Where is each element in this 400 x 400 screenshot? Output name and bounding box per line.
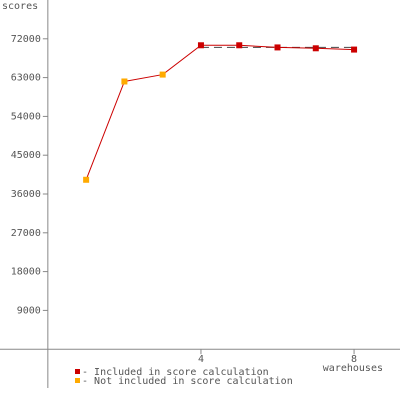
legend-marker: -: [82, 367, 94, 378]
data-point: [351, 46, 358, 53]
legend-label: - Included in score calculation: [82, 367, 269, 378]
x-axis-label: warehouses: [323, 363, 383, 374]
data-point: [159, 71, 166, 78]
legend-name: Not included in score calculation: [94, 376, 293, 387]
data-point: [274, 44, 281, 51]
y-tick-label: 36000: [11, 189, 41, 200]
y-tick-label: 27000: [11, 228, 41, 239]
data-point: [236, 42, 243, 49]
y-tick-label: 63000: [11, 73, 41, 84]
x-tick-label: 8: [351, 354, 357, 365]
y-tick-label: 45000: [11, 150, 41, 161]
legend-label: - Not included in score calculation: [82, 376, 293, 387]
data-point: [312, 45, 319, 52]
data-line: [85, 44, 355, 180]
x-tick-label: 4: [198, 354, 204, 365]
y-tick-label: 18000: [11, 267, 41, 278]
data-point: [121, 78, 128, 85]
data-point: [197, 42, 204, 49]
y-tick-label: 9000: [17, 305, 41, 316]
legend-swatch: [75, 369, 80, 374]
legend-name: Included in score calculation: [94, 367, 269, 378]
y-tick-label: 54000: [11, 111, 41, 122]
legend-swatch: [75, 378, 80, 383]
y-axis-label: scores: [2, 1, 38, 12]
y-tick-label: 72000: [11, 34, 41, 45]
legend-marker: -: [82, 376, 94, 387]
data-point: [83, 176, 90, 183]
